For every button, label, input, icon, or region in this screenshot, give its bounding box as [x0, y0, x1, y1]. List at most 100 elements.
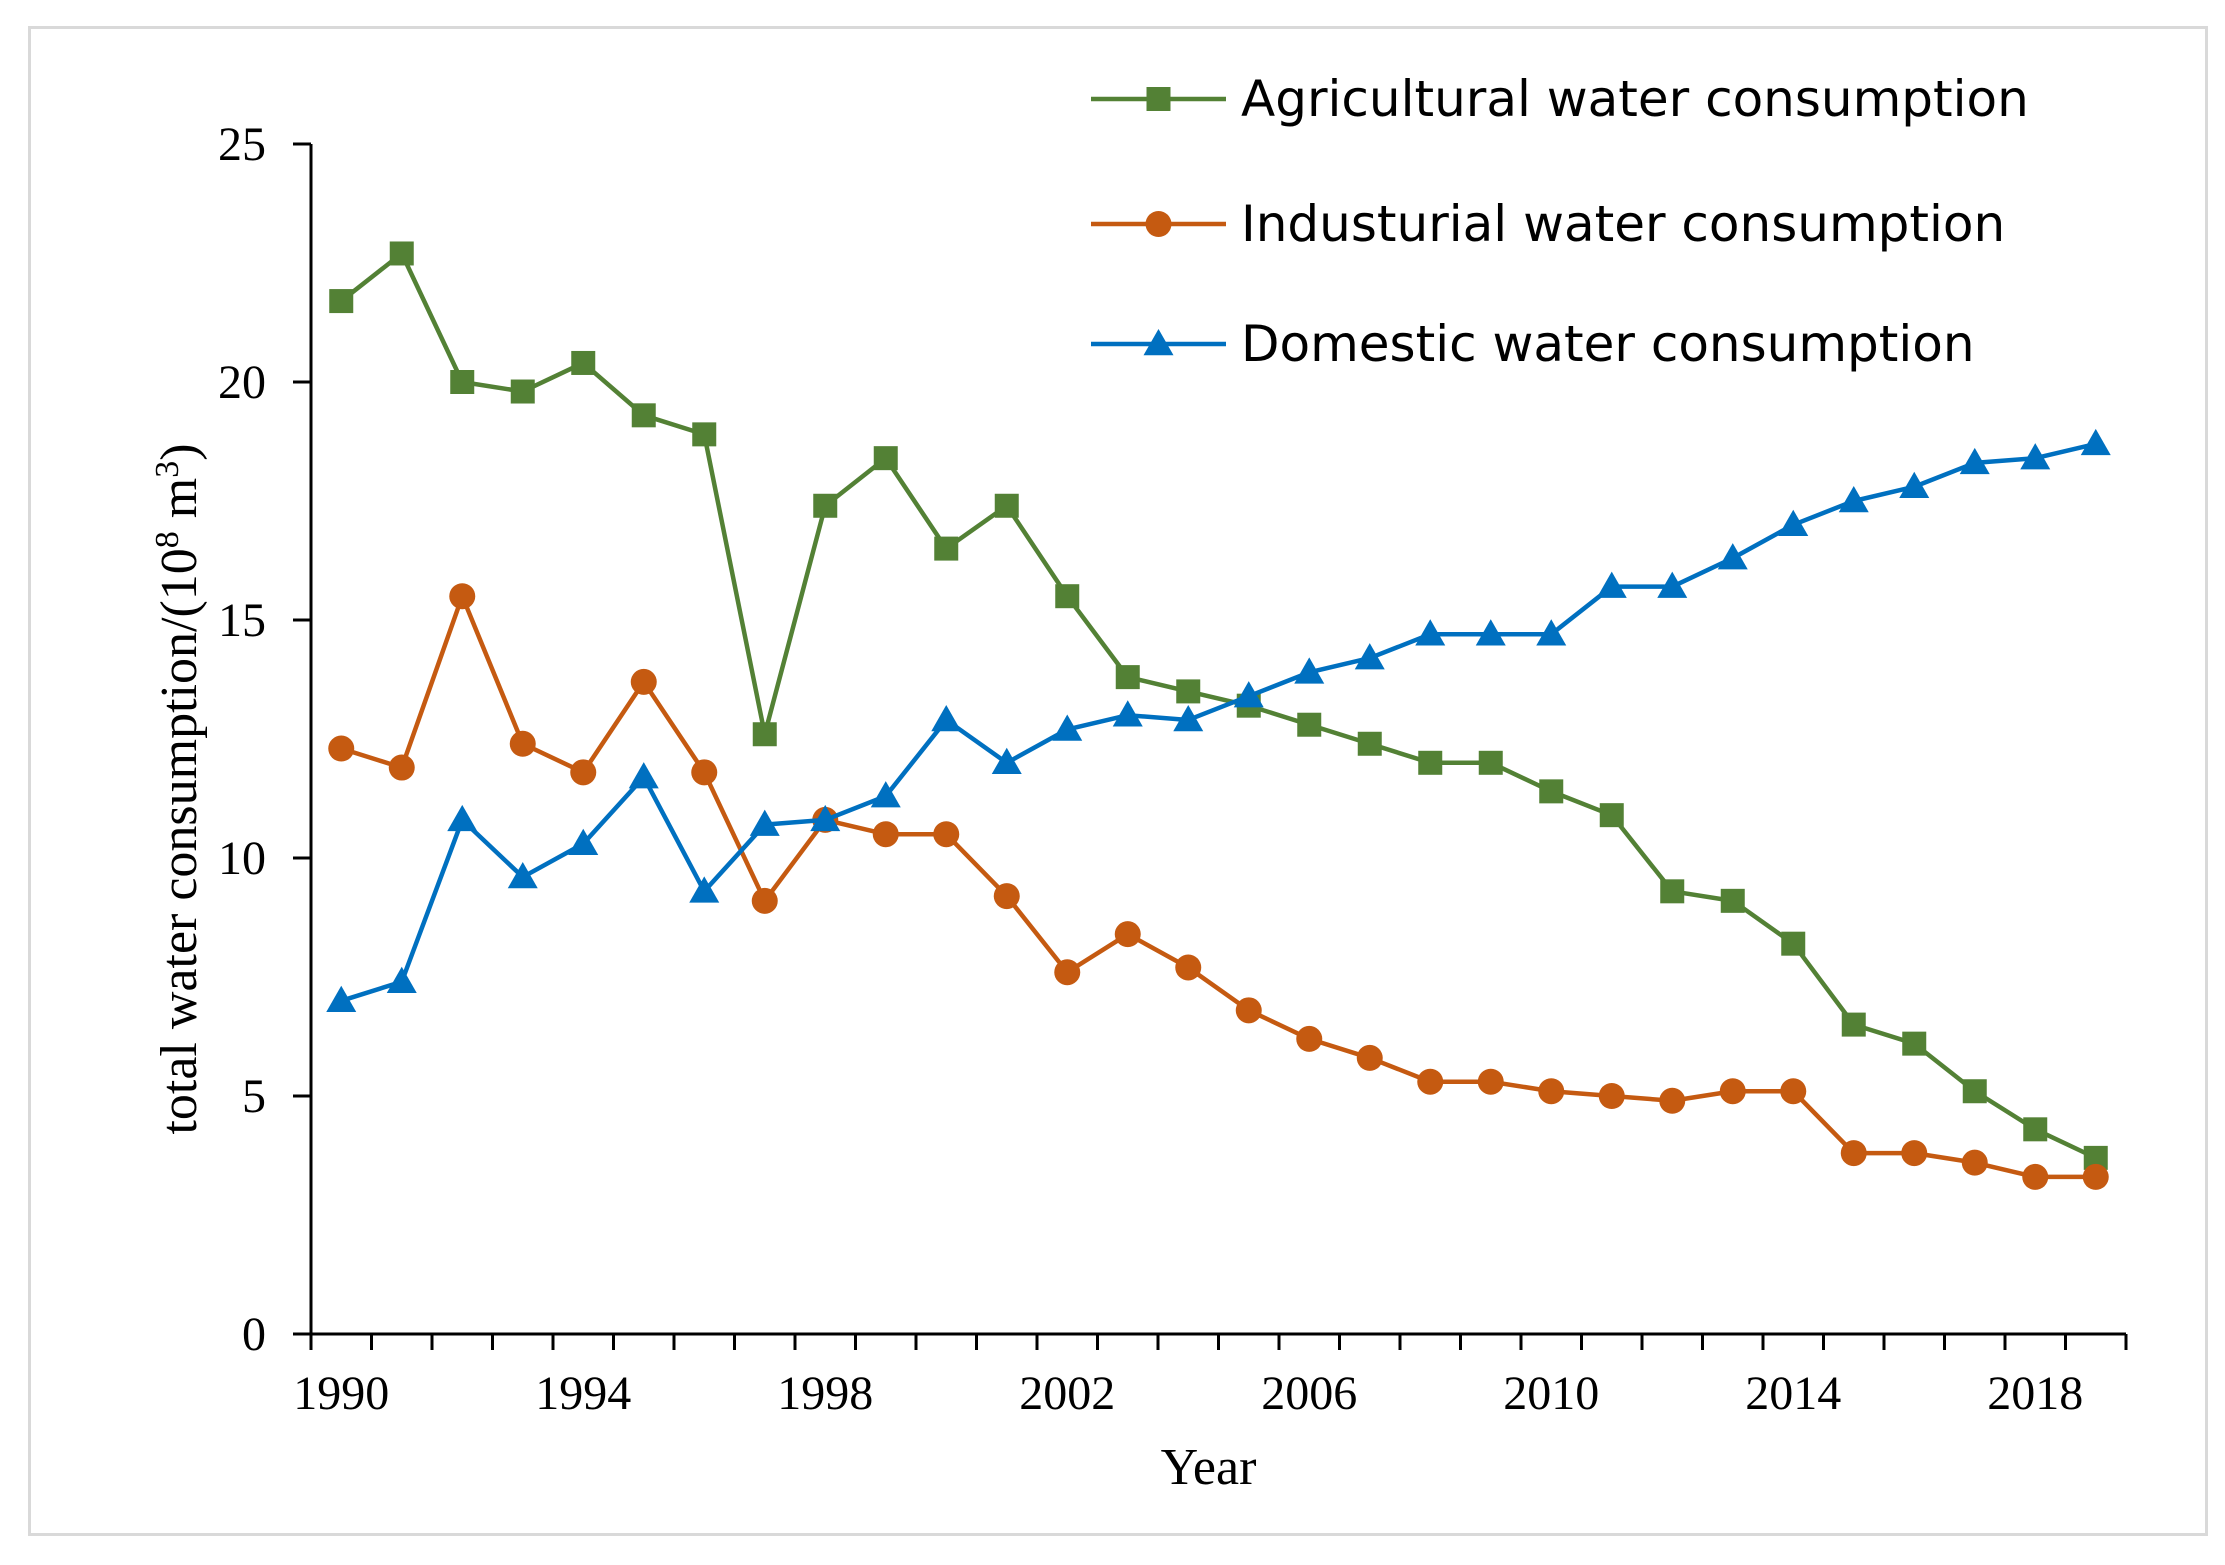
data-point	[991, 747, 1022, 775]
data-point	[994, 493, 1019, 518]
data-point	[1778, 509, 1809, 537]
y-axis-title: total water consumption/(108 m3)	[149, 443, 209, 1134]
data-point	[1173, 704, 1204, 732]
data-point	[570, 759, 597, 786]
data-point	[509, 730, 536, 757]
data-point	[752, 722, 777, 747]
data-point	[568, 828, 599, 855]
chart-frame: 0 5 10 15 20 25 1990 1994 1998 2002 2006 2010 2014 20…	[28, 26, 2208, 1536]
legend-label: Agricultural water consumption	[1241, 70, 2029, 128]
data-point	[1538, 1078, 1565, 1105]
x-tick-label: 2018	[1987, 1367, 2083, 1420]
series-2	[326, 428, 2111, 1013]
data-point	[628, 762, 659, 789]
line-chart: 0 5 10 15 20 25 1990 1994 1998 2002 2006 2010 2014 20…	[149, 70, 2128, 1496]
data-point	[1354, 643, 1385, 670]
data-point	[630, 668, 657, 695]
data-point	[1356, 1044, 1383, 1071]
data-point	[1175, 954, 1202, 981]
y-tick-label: 15	[218, 594, 266, 647]
data-point	[1719, 1078, 1746, 1105]
data-point	[1959, 447, 1990, 475]
data-point	[1899, 471, 1930, 498]
data-point	[329, 289, 354, 314]
axes: 0 5 10 15 20 25 1990 1994 1998 2002 2006 2010 2014 20…	[218, 118, 2128, 1420]
data-point	[931, 704, 962, 732]
data-point	[510, 379, 535, 404]
data-point	[934, 536, 959, 561]
data-point	[1296, 1025, 1323, 1052]
y-tick-label: 5	[242, 1070, 266, 1123]
x-axis-title: Year	[1161, 1439, 1257, 1496]
data-point	[2020, 443, 2051, 470]
data-point	[751, 887, 778, 914]
data-point	[1901, 1140, 1928, 1167]
data-point	[1478, 750, 1503, 775]
data-point	[2022, 1163, 2049, 1190]
data-point	[1418, 750, 1443, 775]
data-point	[873, 446, 898, 471]
data-point	[1176, 679, 1201, 704]
data-point	[1840, 1140, 1867, 1167]
series-layer	[326, 241, 2111, 1190]
data-point	[1115, 665, 1140, 690]
y-tick-label: 0	[242, 1308, 266, 1361]
legend-marker	[1146, 87, 1171, 111]
data-point	[2082, 1163, 2109, 1190]
legend-item: Agricultural water consumption	[1091, 70, 2029, 128]
data-point	[1720, 888, 1745, 913]
data-point	[1539, 779, 1564, 804]
x-tick-label: 2002	[1019, 1367, 1115, 1420]
data-point	[870, 781, 901, 808]
data-point	[449, 583, 476, 610]
data-point	[1902, 1031, 1927, 1056]
data-point	[872, 821, 899, 848]
data-point	[389, 241, 414, 266]
y-tick-label: 10	[218, 832, 266, 885]
data-point	[691, 759, 718, 786]
data-point	[1596, 571, 1627, 598]
data-point	[507, 862, 538, 889]
data-point	[1717, 543, 1748, 570]
data-point	[749, 809, 780, 836]
data-point	[388, 754, 415, 781]
series-0	[329, 241, 2108, 1170]
data-point	[328, 735, 355, 762]
data-point	[571, 350, 596, 375]
x-tick-label: 2006	[1261, 1367, 1357, 1420]
x-tick-label: 1998	[777, 1367, 873, 1420]
data-point	[692, 422, 717, 447]
data-point	[447, 804, 478, 832]
data-point	[1054, 959, 1081, 986]
data-point	[2023, 1117, 2048, 1142]
data-point	[1114, 921, 1141, 948]
y-tick-label: 20	[218, 356, 266, 409]
x-tick-label: 2014	[1745, 1367, 1841, 1420]
data-point	[689, 876, 720, 903]
data-point	[1780, 1078, 1807, 1105]
legend-label: Industurial water consumption	[1241, 195, 2005, 253]
data-point	[386, 966, 417, 994]
data-point	[631, 403, 656, 428]
legend-marker	[1145, 211, 1172, 237]
legend: Agricultural water consumption Industuria…	[1091, 70, 2029, 373]
data-point	[2080, 428, 2111, 456]
data-point	[1357, 731, 1382, 756]
data-point	[1961, 1149, 1988, 1176]
data-point	[813, 493, 838, 518]
data-point	[1235, 997, 1262, 1024]
series-1	[328, 583, 2109, 1190]
data-point	[326, 985, 357, 1013]
legend-label: Domestic water consumption	[1241, 315, 1975, 373]
data-point	[993, 883, 1020, 910]
data-point	[1962, 1079, 1987, 1104]
data-point	[1052, 714, 1083, 741]
data-point	[1838, 486, 1869, 513]
data-point	[1112, 700, 1143, 727]
data-point	[1233, 681, 1264, 708]
x-tick-label: 1990	[293, 1367, 389, 1420]
legend-item: Domestic water consumption	[1091, 315, 1975, 373]
series-line	[340, 593, 2096, 1180]
data-point	[1297, 712, 1322, 737]
data-point	[933, 821, 960, 848]
